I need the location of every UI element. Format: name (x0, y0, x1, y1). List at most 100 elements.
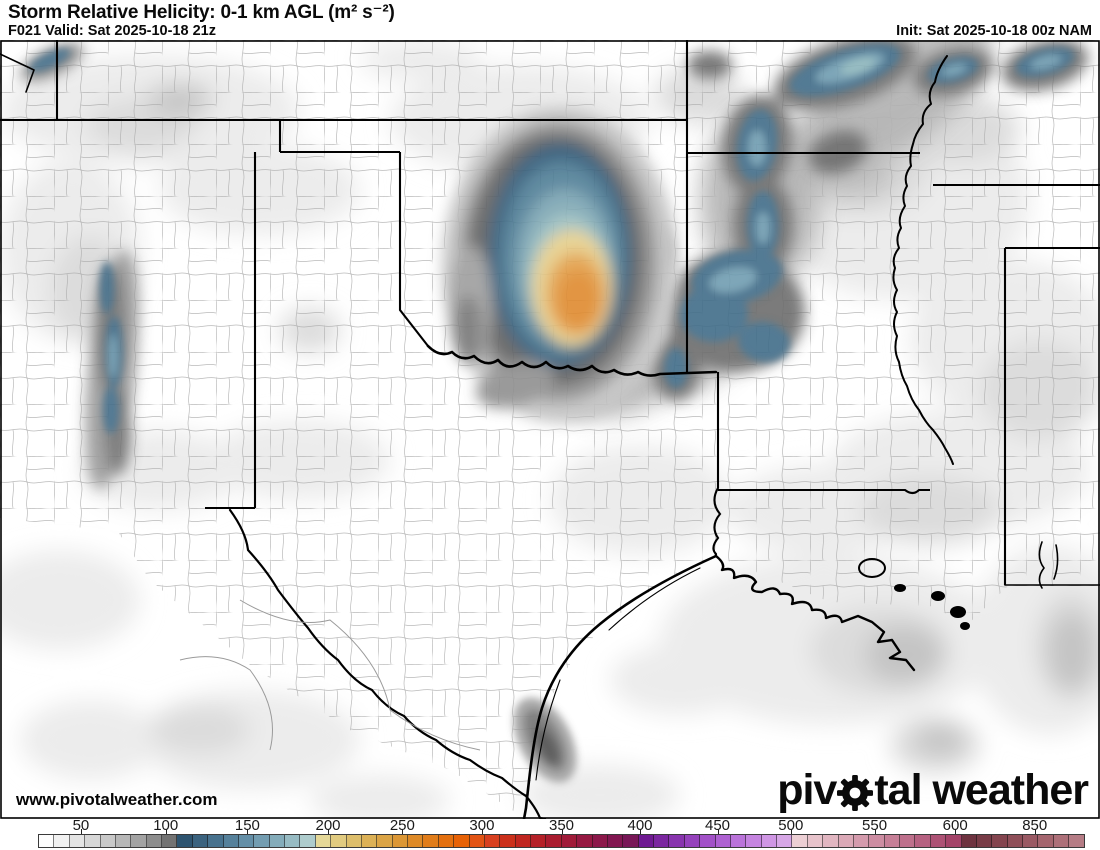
init-time-label: Init: Sat 2025-10-18 00z NAM (896, 23, 1092, 39)
colorbar-tick-label: 400 (627, 817, 653, 834)
colorbar-tick-mark (165, 829, 167, 834)
colorbar-tick-mark (561, 829, 563, 834)
colorbar-segment (69, 835, 86, 847)
colorbar-tick-mark (874, 829, 876, 834)
page-title: Storm Relative Helicity: 0-1 km AGL (m² … (8, 2, 395, 23)
colorbar-segment (561, 835, 578, 847)
helicity-map-svg (0, 19, 1100, 825)
colorbar-segment (361, 835, 378, 847)
colorbar-segment (976, 835, 993, 847)
colorbar-segment (500, 835, 516, 847)
colorbar-segment (331, 835, 347, 847)
colorbar-segment (730, 835, 747, 847)
colorbar-segment (1038, 835, 1054, 847)
colorbar-tick-mark (640, 829, 642, 834)
watermark-url: www.pivotalweather.com (16, 790, 218, 809)
colorbar-segment (669, 835, 685, 847)
colorbar-segment (592, 835, 608, 847)
helicity-shading (20, 19, 1088, 783)
colorbar: 50 100 150 200 250 300 350 400 450 500 550 600 850 (38, 817, 1085, 849)
map-canvas: www.pivotalweather.com piv (0, 19, 1100, 825)
colorbar-segment (546, 835, 562, 847)
colorbar-segment (684, 835, 701, 847)
colorbar-segment (300, 835, 316, 847)
colorbar-segment (792, 835, 808, 847)
colorbar-segment (884, 835, 900, 847)
colorbar-segment (346, 835, 362, 847)
colorbar-segment (654, 835, 670, 847)
colorbar-tick-mark (247, 829, 249, 834)
colorbar-tick-mark (955, 829, 957, 834)
colorbar-segment (408, 835, 424, 847)
colorbar-segment (315, 835, 332, 847)
map-border (0, 40, 1100, 819)
colorbar-segment (915, 835, 931, 847)
colorbar-tick-mark (790, 829, 792, 834)
colorbar-segment (515, 835, 531, 847)
colorbar-segment (85, 835, 101, 847)
colorbar-segment (469, 835, 485, 847)
main-helicity-max (442, 107, 678, 423)
colorbar-segment (992, 835, 1008, 847)
colorbar-segment (715, 835, 731, 847)
colorbar-segment (623, 835, 639, 847)
colorbar-tick-label: 550 (862, 817, 888, 834)
colorbar-tick-label: 150 (234, 817, 260, 834)
colorbar-segment (1023, 835, 1039, 847)
logo-text-post: tal weather (874, 766, 1089, 814)
colorbar-tick-label: 600 (942, 817, 968, 834)
colorbar-segment (838, 835, 854, 847)
colorbar-tick-mark (402, 829, 404, 834)
logo-text-pre: piv (777, 766, 837, 814)
colorbar-tick-mark (481, 829, 483, 834)
colorbar-segment (223, 835, 239, 847)
colorbar-segment (531, 835, 547, 847)
colorbar-segment (946, 835, 962, 847)
colorbar-segment (438, 835, 455, 847)
colorbar-segment (115, 835, 132, 847)
colorbar-tick-label: 50 (72, 817, 90, 834)
colorbar-segment (131, 835, 147, 847)
colorbar-segment (638, 835, 654, 847)
colorbar-segment (761, 835, 777, 847)
colorbar-segment (853, 835, 870, 847)
colorbar-segment (900, 835, 916, 847)
colorbar-segment (377, 835, 393, 847)
colorbar-segment (746, 835, 762, 847)
colorbar-segment (607, 835, 624, 847)
colorbar-segment (285, 835, 301, 847)
pivotal-weather-logo: piv tal weathe (777, 766, 1089, 815)
colorbar-segment (869, 835, 885, 847)
colorbar-segment (100, 835, 116, 847)
colorbar-segment (238, 835, 255, 847)
colorbar-tick-label: 200 (315, 817, 341, 834)
state-borders (0, 40, 1100, 585)
colorbar-tick-label: 500 (778, 817, 804, 834)
colorbar-tick-label: 350 (548, 817, 575, 834)
colorbar-segment (807, 835, 824, 847)
colorbar-segment (423, 835, 439, 847)
colorbar-tick-label: 850 (1022, 817, 1048, 834)
colorbar-segment (392, 835, 408, 847)
colorbar-tick-mark (717, 829, 719, 834)
colorbar-segment (777, 835, 793, 847)
colorbar-segment (823, 835, 839, 847)
colorbar-segment (208, 835, 224, 847)
colorbar-segment (162, 835, 178, 847)
colorbar-segment (700, 835, 716, 847)
colorbar-tick-label: 100 (153, 817, 179, 834)
colorbar-tick-label: 250 (389, 817, 415, 834)
colorbar-segment (146, 835, 162, 847)
colorbar-segment (1069, 835, 1084, 847)
gear-icon (837, 774, 874, 811)
colorbar-segment (1007, 835, 1023, 847)
colorbar-scale (38, 834, 1085, 848)
colorbar-segment (577, 835, 593, 847)
colorbar-segment (54, 835, 70, 847)
header: Storm Relative Helicity: 0-1 km AGL (m² … (0, 0, 1100, 40)
colorbar-tick-label: 450 (704, 817, 731, 834)
valid-time-label: F021 Valid: Sat 2025-10-18 21z (8, 23, 216, 39)
colorbar-segment (254, 835, 270, 847)
colorbar-tick-labels: 50 100 150 200 250 300 350 400 450 500 550 600 850 (38, 817, 1085, 834)
